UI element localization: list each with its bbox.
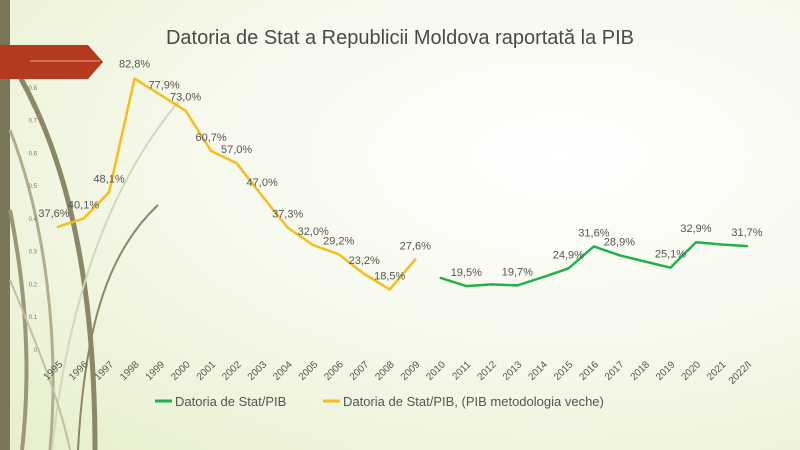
series-line-1 [56, 77, 417, 291]
x-tick-label: 2002 [220, 359, 244, 383]
data-label: 18,5% [374, 270, 405, 282]
x-tick-label: 2020 [680, 359, 704, 383]
y-tick-label: 0.6 [29, 151, 38, 157]
x-tick-label: 1999 [144, 359, 168, 383]
y-axis-ticks: 0 0.1 0.2 0.3 0.4 0.5 0.6 0.7 0.8 [29, 86, 38, 354]
chart-title: Datoria de Stat a Republicii Moldova rap… [166, 27, 634, 49]
data-label: 24,9% [553, 249, 584, 261]
data-label: 31,7% [731, 227, 762, 239]
x-tick-label: 2021 [705, 359, 729, 383]
data-label: 60,7% [196, 132, 227, 144]
data-label: 32,0% [298, 226, 329, 238]
data-label: 32,9% [680, 223, 711, 235]
data-label: 40,1% [68, 200, 99, 212]
y-tick-label: 0.1 [29, 315, 38, 321]
x-tick-label: 2003 [246, 359, 270, 383]
data-label: 19,5% [451, 267, 482, 279]
x-tick-label: 2006 [322, 359, 346, 383]
x-tick-label: 2009 [399, 359, 423, 383]
legend: Datoria de Stat/PIB Datoria de Stat/PIB,… [155, 394, 604, 409]
x-tick-label: 2010 [424, 359, 448, 383]
arrow-banner [0, 45, 103, 79]
y-tick-label: 0.4 [29, 217, 38, 223]
data-label: 28,9% [604, 236, 635, 248]
data-label: 31,6% [578, 227, 609, 239]
legend-label-new: Datoria de Stat/PIB [175, 394, 286, 409]
x-axis-ticks: 1995 1996 1997 1998 1999 2000 2001 2002 2003 2004… [42, 359, 755, 387]
data-label: 48,1% [93, 173, 124, 185]
data-label: 37,3% [272, 209, 303, 221]
data-label: 23,2% [349, 255, 380, 267]
data-labels: 19,5% 19,7% 24,9% 31,6%28,9% 25,1% 32,9% 31,7%… [38, 59, 762, 283]
data-label: 29,2% [323, 235, 354, 247]
x-tick-label: 2019 [654, 359, 678, 383]
y-tick-label: 0.5 [29, 184, 38, 190]
data-label: 47,0% [247, 177, 278, 189]
x-tick-label: 1997 [93, 359, 117, 383]
legend-label-old: Datoria de Stat/PIB, (PIB metodologia ve… [343, 394, 604, 409]
data-label: 27,6% [400, 241, 431, 253]
data-label: 37,6% [38, 208, 69, 220]
y-tick-label: 0.2 [29, 282, 38, 288]
x-tick-label: 2022/I [727, 359, 754, 386]
x-tick-label: 2016 [577, 359, 601, 383]
x-tick-label: 2004 [271, 359, 295, 383]
x-tick-label: 2018 [629, 359, 653, 383]
data-label: 82,8% [119, 59, 150, 71]
y-tick-label: 0.8 [29, 86, 38, 92]
x-tick-label: 1998 [118, 359, 142, 383]
data-label: 73,0% [170, 92, 201, 104]
series-line-0 [439, 240, 749, 288]
left-border-strip [0, 0, 10, 450]
x-tick-label: 2001 [195, 359, 219, 383]
data-label: 19,7% [502, 266, 533, 278]
x-tick-label: 2013 [501, 359, 525, 383]
x-tick-label: 2007 [348, 359, 372, 383]
x-tick-label: 2008 [373, 359, 397, 383]
x-tick-label: 2012 [475, 359, 499, 383]
x-tick-label: 2011 [450, 359, 473, 382]
x-tick-label: 2000 [169, 359, 193, 383]
y-tick-label: 0.3 [29, 250, 38, 256]
x-tick-label: 2014 [526, 359, 550, 383]
series-lines [56, 77, 749, 291]
x-tick-label: 2005 [297, 359, 321, 383]
data-label: 57,0% [221, 144, 252, 156]
decorative-strands [7, 58, 181, 450]
y-tick-label: 0.7 [29, 119, 38, 125]
data-label: 25,1% [655, 249, 686, 261]
data-label: 77,9% [148, 80, 179, 92]
y-tick-label: 0 [34, 348, 38, 354]
x-tick-label: 2017 [603, 359, 627, 383]
x-tick-label: 2015 [552, 359, 576, 383]
